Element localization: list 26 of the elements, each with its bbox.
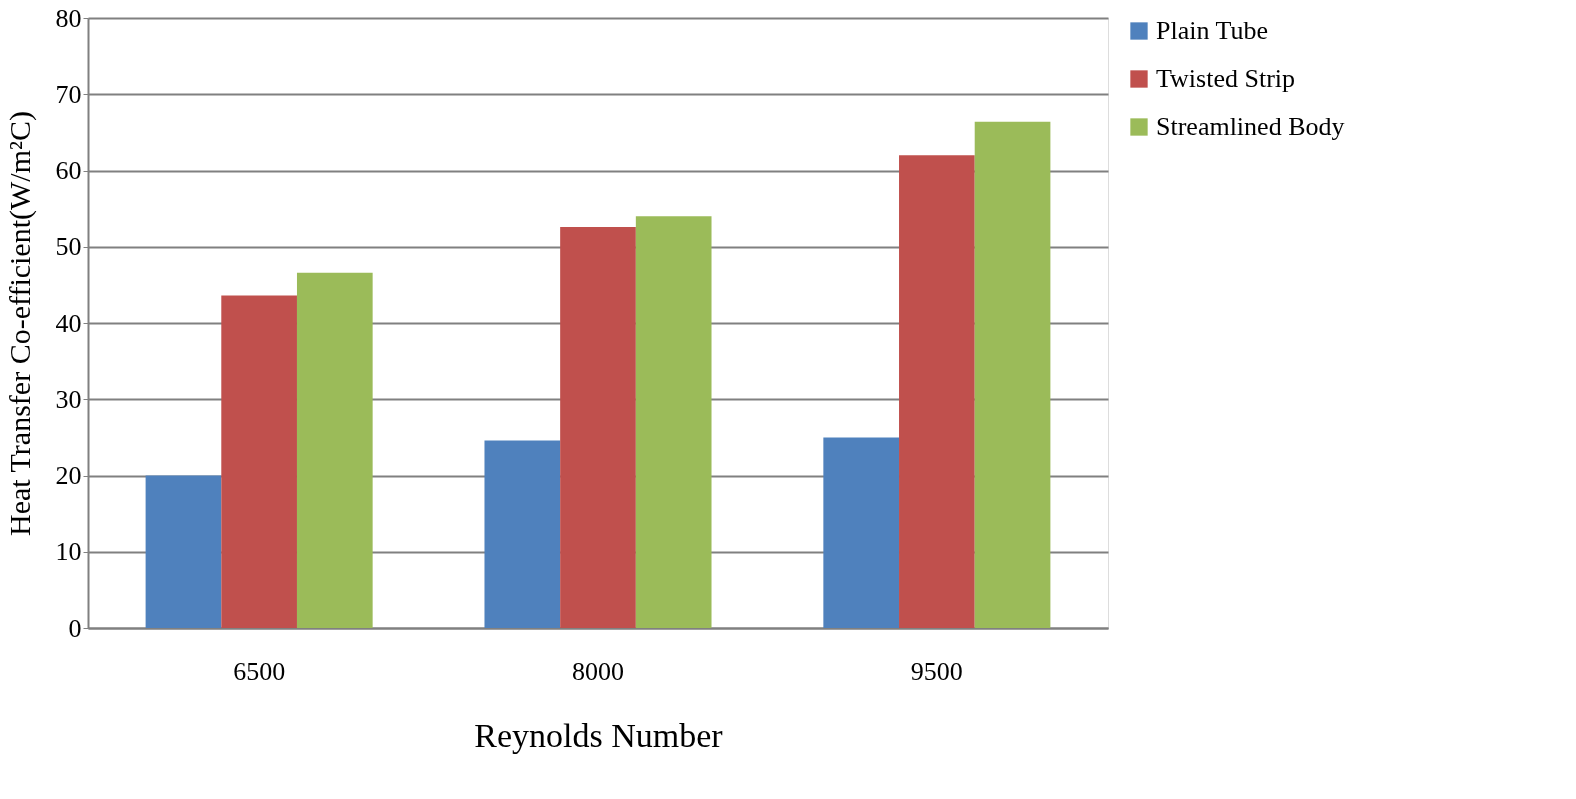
x-axis-title: Reynolds Number xyxy=(474,716,724,754)
x-tick-label: 6500 xyxy=(233,656,286,686)
bar xyxy=(899,155,975,628)
legend-label: Streamlined Body xyxy=(1156,112,1345,141)
y-tick-label: 60 xyxy=(55,156,82,185)
y-tick-label: 80 xyxy=(55,3,82,33)
y-tick-label: 50 xyxy=(55,232,82,262)
bar xyxy=(221,295,297,628)
bar xyxy=(635,216,712,628)
legend-label: Plain Tube xyxy=(1156,16,1268,45)
legend-label: Twisted Strip xyxy=(1156,64,1296,93)
y-tick-label: 40 xyxy=(55,308,82,338)
bar xyxy=(823,437,900,628)
y-tick-label: 70 xyxy=(55,79,82,109)
x-tick-label: 8000 xyxy=(572,656,624,686)
y-tick-label: 30 xyxy=(55,384,82,414)
y-tick-label: 10 xyxy=(55,537,82,567)
bar xyxy=(484,440,561,628)
x-tick-label: 9500 xyxy=(910,656,963,686)
y-tick-label: 0 xyxy=(68,613,82,643)
y-tick-label: 20 xyxy=(55,461,82,490)
bar xyxy=(296,272,373,628)
y-axis-title: Heat Transfer Co-efficient(W/m²C) xyxy=(2,111,37,536)
bar xyxy=(560,226,636,628)
bar xyxy=(974,121,1051,628)
bar xyxy=(145,475,222,628)
